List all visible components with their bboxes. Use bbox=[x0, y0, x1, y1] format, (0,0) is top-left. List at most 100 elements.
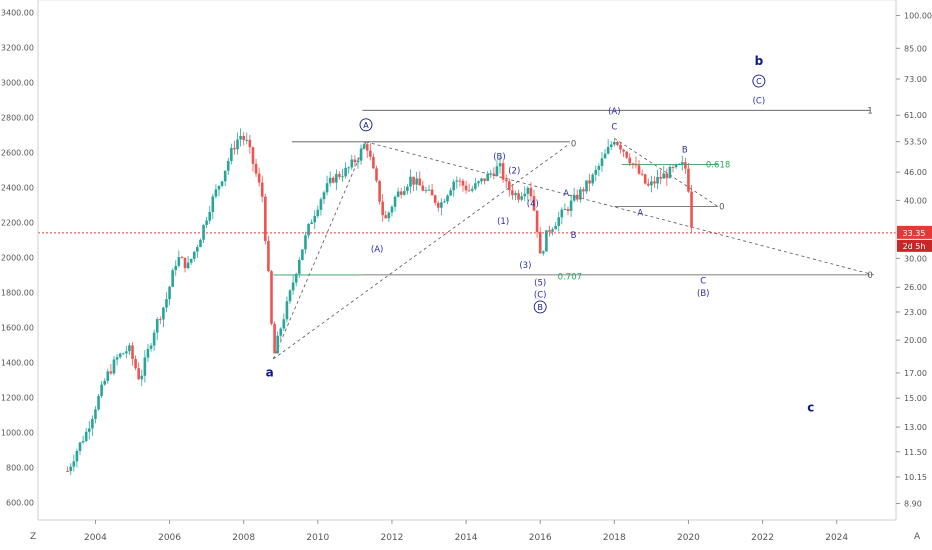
trend-lines bbox=[38, 109, 896, 360]
y-right-tick-label: 20.00 bbox=[904, 336, 927, 345]
wave-label: (C) bbox=[534, 291, 547, 301]
candle-body bbox=[449, 190, 452, 196]
candle-body bbox=[563, 208, 567, 210]
candle-body bbox=[208, 211, 212, 221]
wave-label: b bbox=[755, 54, 764, 68]
candle-body bbox=[566, 208, 570, 211]
candle-body bbox=[393, 196, 397, 207]
candle-body bbox=[458, 180, 462, 182]
candle-body bbox=[372, 156, 375, 169]
candle-body bbox=[526, 187, 530, 194]
candle-body bbox=[415, 178, 418, 185]
candle-body bbox=[270, 271, 273, 324]
candle-body bbox=[532, 196, 536, 211]
candle-body bbox=[597, 165, 601, 170]
candle-body bbox=[680, 162, 684, 165]
candle-body bbox=[66, 470, 69, 472]
fib-label: 0.618 bbox=[706, 161, 730, 171]
candle-body bbox=[350, 159, 354, 168]
x-tick-label: 2008 bbox=[232, 533, 255, 543]
candle-body bbox=[535, 210, 539, 233]
y-left-tick-label: 2800.00 bbox=[1, 113, 34, 122]
candle-body bbox=[310, 222, 313, 224]
x-tick-label: 2020 bbox=[677, 533, 700, 543]
trend-line-a-to-A bbox=[272, 141, 367, 360]
candle-body bbox=[381, 201, 384, 216]
candle-body bbox=[304, 235, 307, 250]
wave-label: (2) bbox=[508, 166, 520, 176]
candle-body bbox=[687, 168, 690, 192]
y-left-tick-label: 3200.00 bbox=[1, 43, 34, 52]
candle-body bbox=[183, 257, 187, 269]
line-end-label: 0 bbox=[867, 271, 872, 281]
candle-body bbox=[81, 441, 85, 443]
wave-label: (A) bbox=[608, 107, 620, 117]
candle-body bbox=[508, 181, 511, 191]
candle-body bbox=[461, 180, 465, 186]
candle-body bbox=[418, 178, 422, 186]
candle-body bbox=[356, 160, 360, 163]
x-tick-label: 2012 bbox=[380, 533, 403, 543]
y-left-tick-label: 2200.00 bbox=[1, 218, 34, 227]
bottom-left-corner-label[interactable]: Z bbox=[30, 532, 37, 542]
candle-body bbox=[569, 200, 573, 211]
y-right-tick-label: 11.50 bbox=[904, 448, 927, 457]
candle-body bbox=[480, 178, 483, 182]
candle-body bbox=[498, 163, 502, 167]
candle-body bbox=[174, 265, 178, 271]
y-left-tick-label: 3000.00 bbox=[1, 78, 34, 87]
candle-body bbox=[594, 169, 598, 175]
candle-body bbox=[628, 157, 632, 164]
wave-label: B bbox=[571, 231, 577, 241]
wave-circle bbox=[533, 300, 547, 314]
candle-body bbox=[477, 181, 480, 184]
candle-body bbox=[674, 164, 678, 168]
candle-body bbox=[520, 196, 523, 200]
candle-body bbox=[115, 357, 119, 360]
candle-body bbox=[631, 163, 635, 165]
wave-label: (3) bbox=[519, 261, 531, 271]
candle-body bbox=[424, 190, 428, 192]
candle-body bbox=[412, 176, 415, 185]
candle-body bbox=[387, 212, 391, 219]
wave-label: A bbox=[637, 208, 643, 218]
candle-body bbox=[677, 164, 681, 166]
candle-body bbox=[109, 371, 113, 374]
candle-body bbox=[375, 168, 378, 181]
y-right-tick-label: 23.00 bbox=[904, 308, 927, 317]
y-right-tick-label: 40.00 bbox=[904, 196, 927, 205]
y-left-tick-label: 600.00 bbox=[6, 498, 34, 507]
candle-body bbox=[585, 180, 588, 192]
candle-body bbox=[609, 144, 613, 147]
candle-body bbox=[75, 450, 79, 462]
y-left-tick-label: 800.00 bbox=[6, 463, 34, 472]
y-right-tick-label: 8.90 bbox=[904, 499, 922, 508]
x-tick-label: 2016 bbox=[529, 533, 552, 543]
candle-body bbox=[625, 151, 628, 158]
candle-body bbox=[495, 166, 499, 177]
candle-body bbox=[319, 199, 323, 210]
wave-label: (1) bbox=[497, 217, 509, 227]
bottom-right-corner-label[interactable]: A bbox=[914, 532, 921, 542]
candle-body bbox=[409, 176, 412, 187]
candle-body bbox=[653, 181, 656, 184]
candle-body bbox=[690, 191, 693, 228]
candle-body bbox=[313, 216, 317, 223]
x-tick-label: 2006 bbox=[158, 533, 181, 543]
candle-body bbox=[131, 345, 134, 359]
candle-body bbox=[97, 396, 100, 410]
candle-body bbox=[223, 170, 227, 182]
y-right-tick-label: 13.00 bbox=[904, 423, 927, 432]
candle-body bbox=[214, 189, 218, 197]
candle-body bbox=[143, 357, 147, 376]
candle-body bbox=[217, 185, 221, 190]
candle-body bbox=[137, 368, 140, 380]
y-left-tick-label: 2000.00 bbox=[1, 253, 34, 262]
candle-body bbox=[192, 251, 196, 259]
wave-label: C bbox=[756, 77, 762, 86]
wave-label: (5) bbox=[534, 278, 546, 288]
candle-body bbox=[279, 328, 283, 336]
candle-body bbox=[591, 174, 595, 184]
candle-body bbox=[155, 319, 159, 333]
